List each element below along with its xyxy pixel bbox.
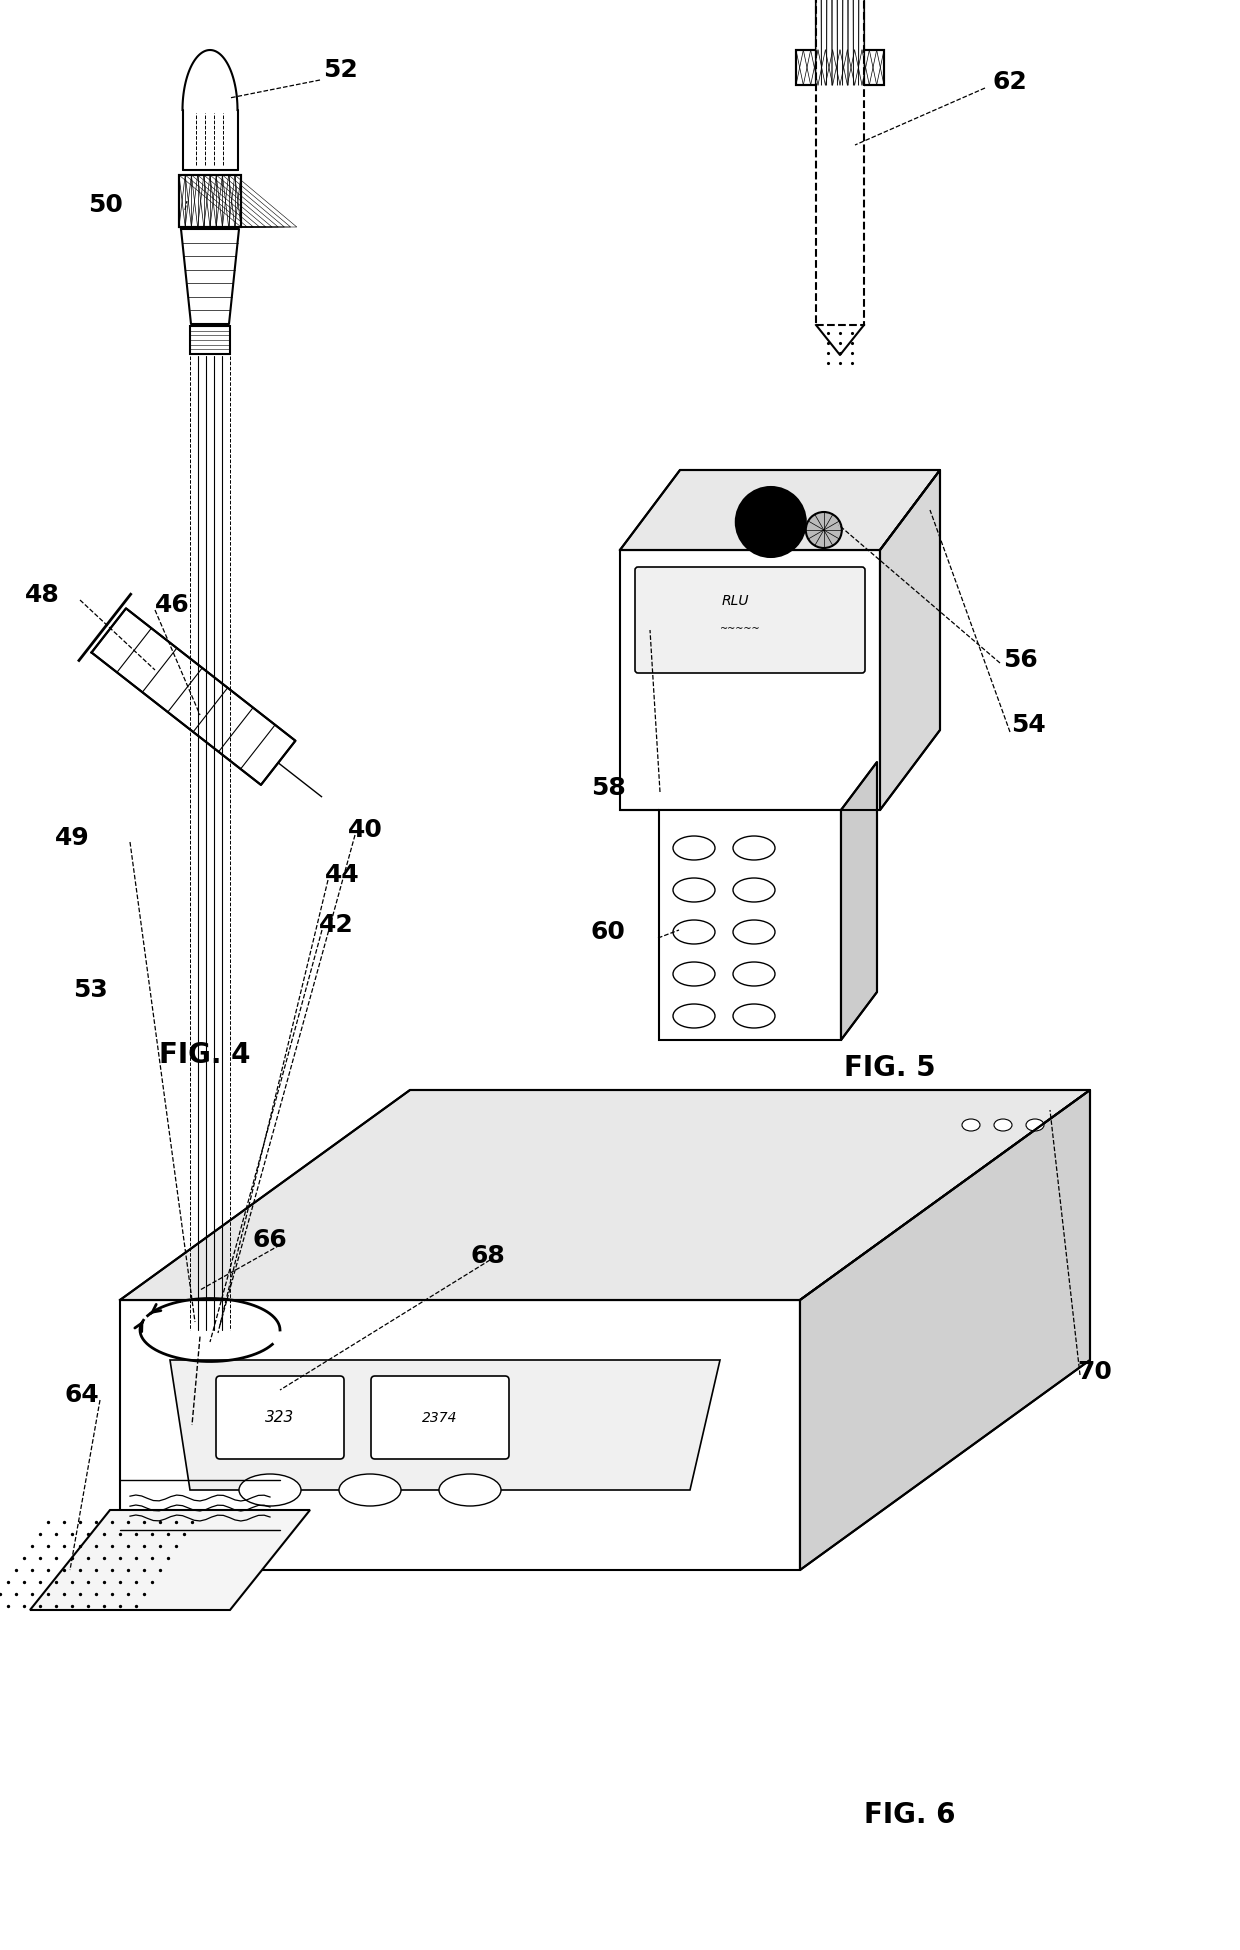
Polygon shape	[880, 470, 940, 809]
Text: RLU: RLU	[722, 595, 749, 608]
Text: ~~~~~: ~~~~~	[719, 624, 760, 634]
Polygon shape	[841, 762, 877, 1039]
Polygon shape	[800, 1090, 1090, 1570]
Ellipse shape	[1025, 1119, 1044, 1131]
Text: 54: 54	[1011, 714, 1045, 737]
Text: 68: 68	[471, 1244, 506, 1268]
Polygon shape	[658, 809, 841, 1039]
Text: 58: 58	[590, 776, 625, 799]
FancyBboxPatch shape	[635, 567, 866, 673]
Bar	[816, 0, 864, 86]
Circle shape	[735, 488, 806, 558]
Text: 64: 64	[64, 1383, 99, 1408]
Ellipse shape	[733, 961, 775, 987]
Text: FIG. 5: FIG. 5	[844, 1055, 936, 1082]
Text: FIG. 4: FIG. 4	[159, 1041, 250, 1069]
Ellipse shape	[673, 1004, 715, 1028]
FancyBboxPatch shape	[216, 1377, 343, 1459]
Text: 40: 40	[347, 817, 382, 842]
Ellipse shape	[733, 878, 775, 903]
Ellipse shape	[962, 1119, 980, 1131]
Bar	[796, 51, 884, 86]
Polygon shape	[170, 1359, 720, 1490]
Text: 2374: 2374	[423, 1410, 458, 1425]
Polygon shape	[620, 470, 940, 550]
Text: 44: 44	[325, 864, 360, 887]
Text: 50: 50	[88, 193, 123, 216]
Bar	[179, 176, 241, 226]
Bar	[816, 0, 864, 326]
Text: 52: 52	[322, 58, 357, 82]
Text: 60: 60	[590, 920, 625, 944]
Ellipse shape	[673, 961, 715, 987]
Polygon shape	[120, 1301, 800, 1570]
Ellipse shape	[733, 920, 775, 944]
Ellipse shape	[673, 920, 715, 944]
Text: 56: 56	[1003, 647, 1038, 673]
Bar	[816, 0, 864, 86]
Ellipse shape	[733, 837, 775, 860]
Text: FIG. 6: FIG. 6	[864, 1802, 956, 1829]
Ellipse shape	[339, 1474, 401, 1505]
Text: 62: 62	[993, 70, 1028, 94]
Text: 70: 70	[1078, 1359, 1112, 1384]
Ellipse shape	[439, 1474, 501, 1505]
Text: 323: 323	[265, 1410, 295, 1425]
Text: 66: 66	[253, 1228, 288, 1252]
Bar	[179, 176, 241, 226]
Text: 48: 48	[25, 583, 60, 606]
Text: 42: 42	[319, 913, 353, 938]
Ellipse shape	[673, 878, 715, 903]
Ellipse shape	[673, 837, 715, 860]
Text: 53: 53	[73, 979, 108, 1002]
Ellipse shape	[994, 1119, 1012, 1131]
Polygon shape	[120, 1090, 1090, 1301]
Ellipse shape	[239, 1474, 301, 1505]
Polygon shape	[620, 550, 880, 809]
Polygon shape	[30, 1509, 310, 1611]
Text: 46: 46	[155, 593, 190, 616]
Text: 49: 49	[55, 827, 89, 850]
Bar	[190, 326, 229, 355]
Ellipse shape	[197, 1324, 223, 1336]
Bar	[796, 51, 884, 86]
Polygon shape	[92, 608, 295, 784]
Circle shape	[806, 513, 842, 548]
FancyBboxPatch shape	[371, 1377, 508, 1459]
Ellipse shape	[733, 1004, 775, 1028]
